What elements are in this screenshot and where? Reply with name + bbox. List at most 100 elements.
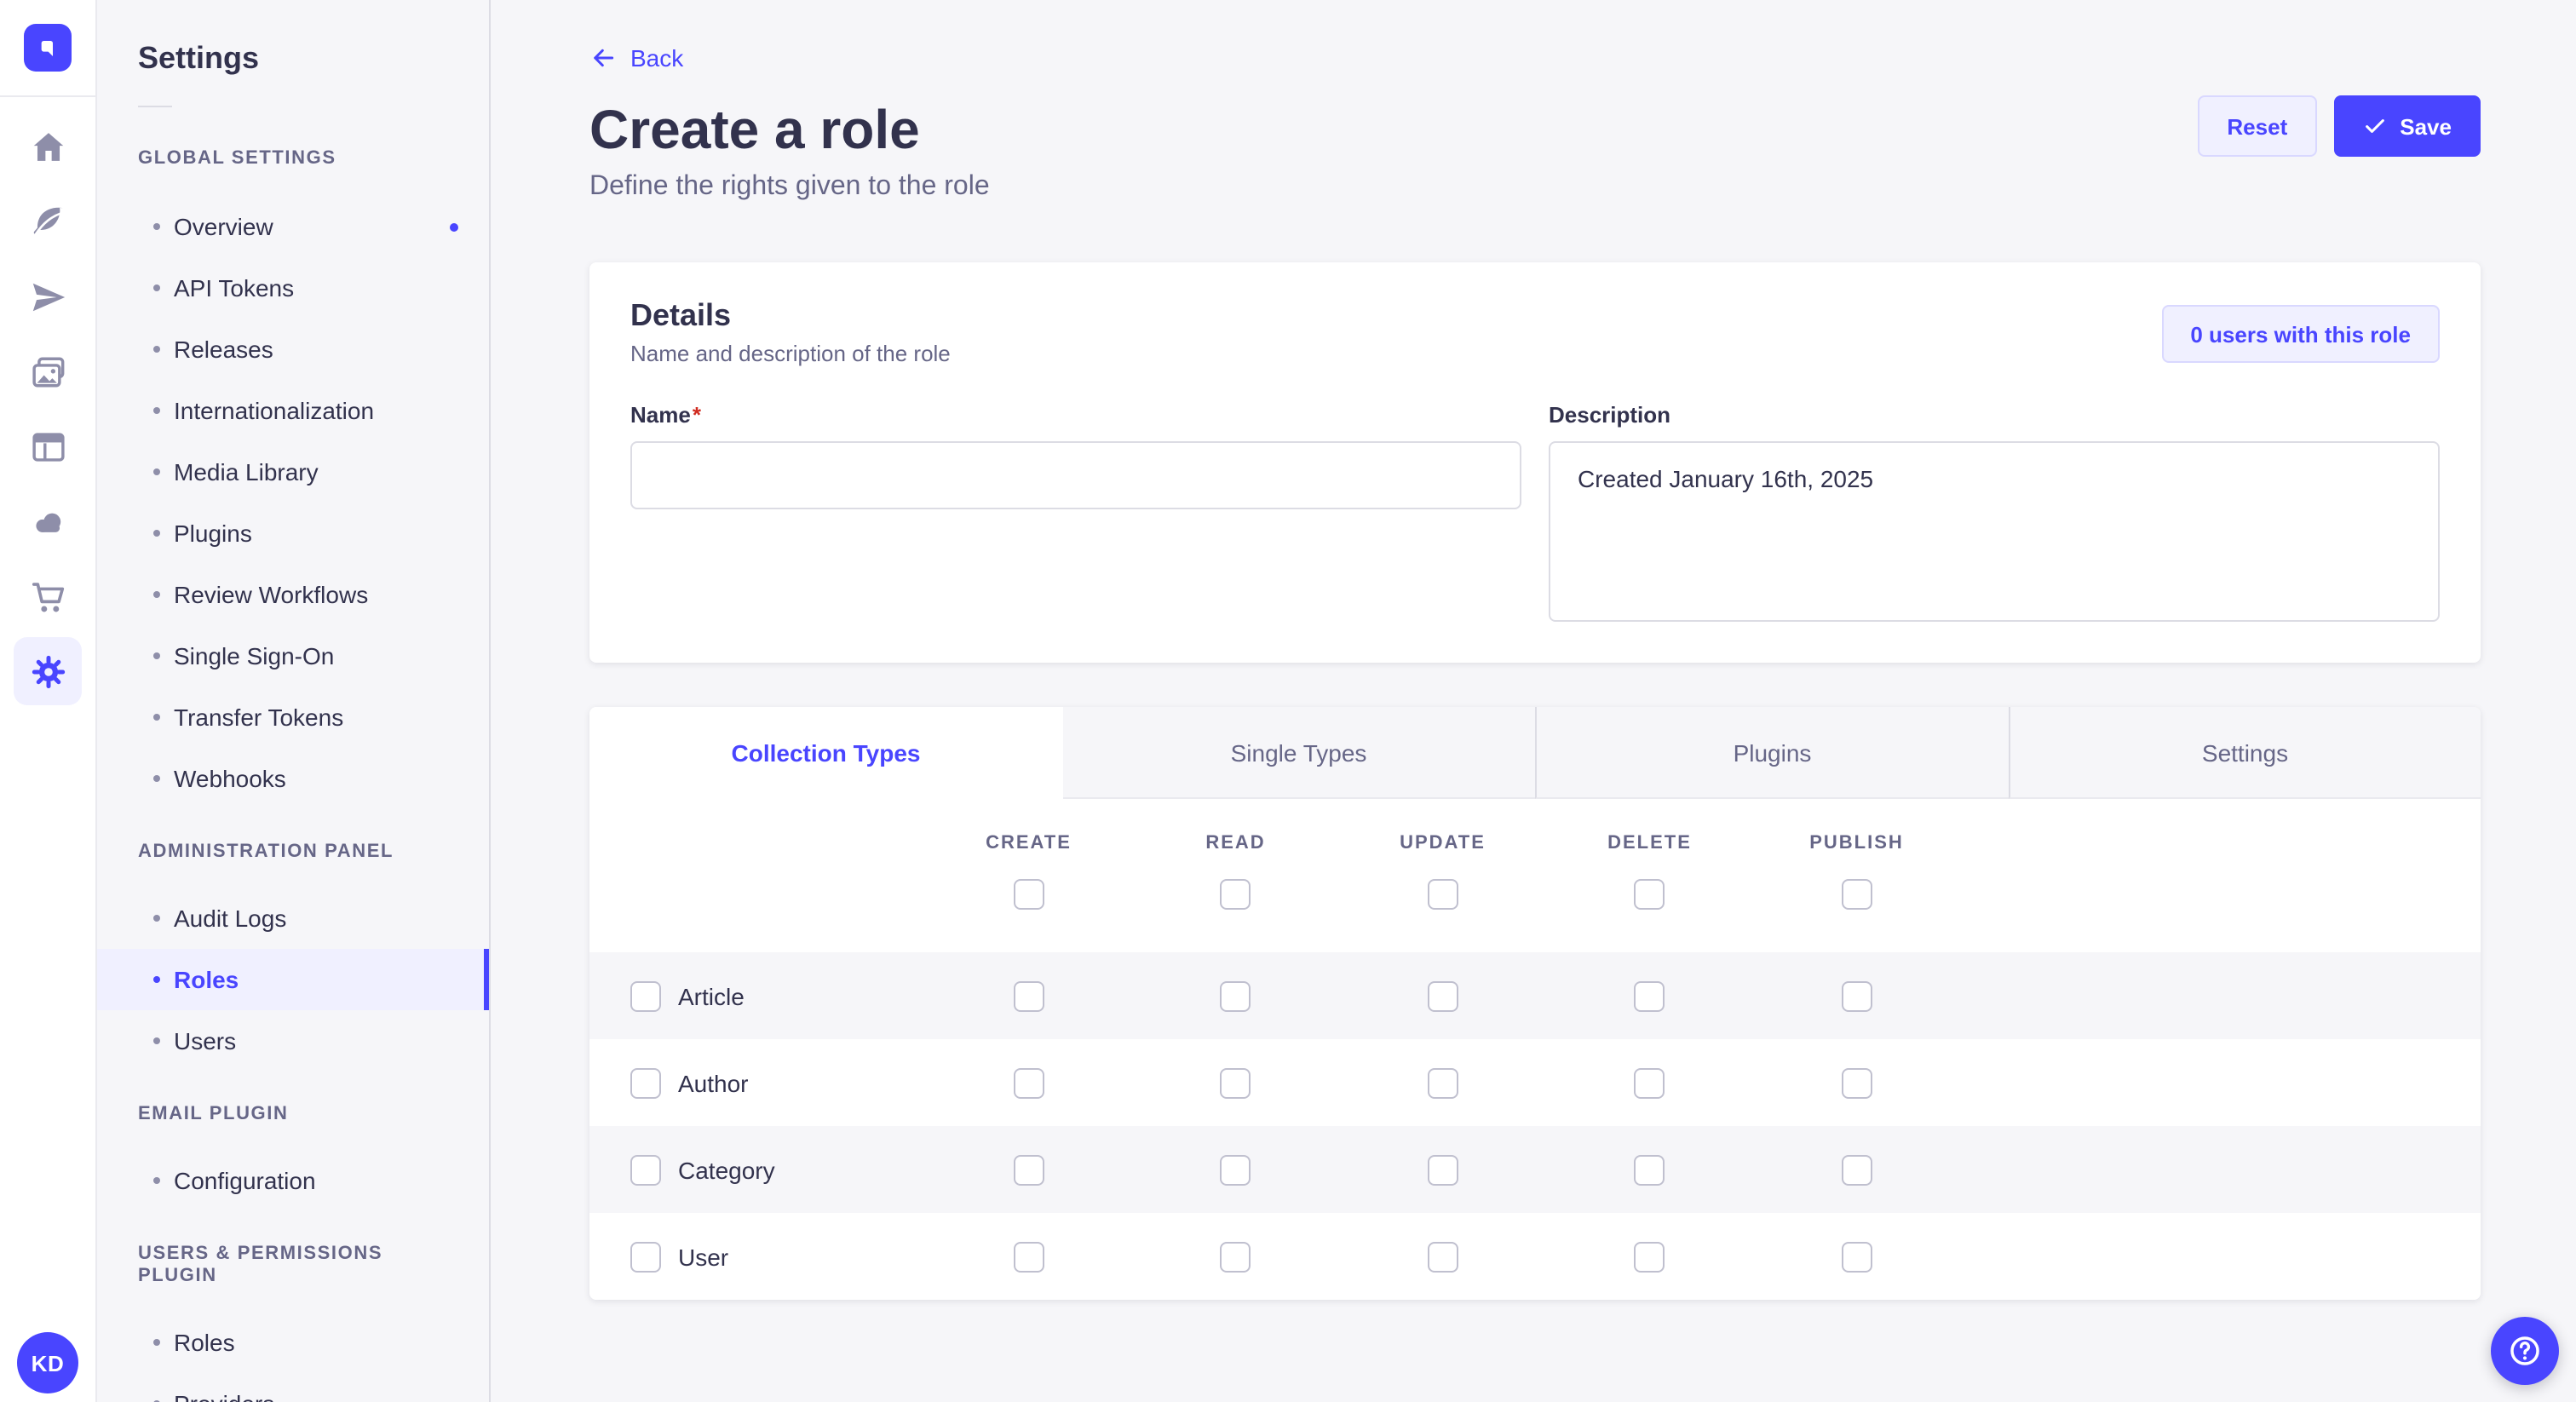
description-textarea[interactable]: Created January 16th, 2025 <box>1549 441 2440 622</box>
row-label: Category <box>678 1156 775 1183</box>
sidebar-item-single-sign-on[interactable]: Single Sign-On <box>97 625 489 687</box>
sidebar-item-roles-up[interactable]: Roles <box>97 1312 489 1373</box>
checkbox-all-update[interactable] <box>1427 879 1458 910</box>
section-administration-panel: ADMINISTRATION PANEL <box>138 842 394 862</box>
sidebar-item-label: Transfer Tokens <box>174 704 344 731</box>
checkbox-article-delete[interactable] <box>1634 980 1665 1011</box>
checkbox-all-delete[interactable] <box>1634 879 1665 910</box>
checkbox-author-create[interactable] <box>1013 1067 1044 1098</box>
settings-sidebar: Settings GLOBAL SETTINGS Overview API To… <box>97 0 491 1402</box>
strapi-logo[interactable] <box>24 24 72 72</box>
checkbox-all-read[interactable] <box>1220 879 1251 910</box>
column-header-update: UPDATE <box>1400 833 1486 853</box>
rail-item-deploy[interactable] <box>10 259 85 334</box>
column-header-read: READ <box>1205 833 1266 853</box>
name-field-group: Name * <box>630 400 1521 509</box>
checkbox-user-publish[interactable] <box>1841 1241 1872 1272</box>
rail-item-marketplace[interactable] <box>10 559 85 634</box>
back-link[interactable]: Back <box>589 0 683 72</box>
checkbox-author-row[interactable] <box>630 1067 661 1098</box>
checkbox-author-update[interactable] <box>1427 1067 1458 1098</box>
section-email-plugin: EMAIL PLUGIN <box>138 1104 289 1124</box>
sidebar-item-label: Releases <box>174 336 273 363</box>
checkbox-category-create[interactable] <box>1013 1154 1044 1185</box>
feather-icon <box>32 206 62 235</box>
checkbox-category-update[interactable] <box>1427 1154 1458 1185</box>
details-title: Details <box>630 298 732 332</box>
sidebar-item-plugins[interactable]: Plugins <box>97 503 489 564</box>
checkbox-category-read[interactable] <box>1220 1154 1251 1185</box>
row-label: Author <box>678 1069 749 1096</box>
checkbox-author-delete[interactable] <box>1634 1067 1665 1098</box>
sidebar-item-media-library[interactable]: Media Library <box>97 441 489 503</box>
sidebar-item-label: Audit Logs <box>174 905 287 932</box>
tab-settings[interactable]: Settings <box>2008 707 2481 799</box>
checkbox-category-publish[interactable] <box>1841 1154 1872 1185</box>
strapi-logo-icon <box>41 41 53 56</box>
help-button[interactable] <box>2491 1317 2559 1385</box>
checkbox-article-read[interactable] <box>1220 980 1251 1011</box>
checkbox-category-delete[interactable] <box>1634 1154 1665 1185</box>
sidebar-item-audit-logs[interactable]: Audit Logs <box>97 888 489 949</box>
column-header-create: CREATE <box>986 833 1072 853</box>
sidebar-item-label: Users <box>174 1027 237 1054</box>
sidebar-item-providers[interactable]: Providers <box>97 1373 489 1402</box>
checkbox-user-read[interactable] <box>1220 1241 1251 1272</box>
checkbox-user-row[interactable] <box>630 1241 661 1272</box>
checkbox-category-row[interactable] <box>630 1154 661 1185</box>
checkbox-user-update[interactable] <box>1427 1241 1458 1272</box>
description-label: Description <box>1549 402 1671 428</box>
sidebar-item-transfer-tokens[interactable]: Transfer Tokens <box>97 687 489 748</box>
rail-item-settings[interactable] <box>14 637 82 705</box>
reset-button[interactable]: Reset <box>2198 95 2317 157</box>
sidebar-item-label: Single Sign-On <box>174 642 335 669</box>
checkbox-author-publish[interactable] <box>1841 1067 1872 1098</box>
sidebar-item-label: Media Library <box>174 458 319 486</box>
checkbox-article-row[interactable] <box>630 980 661 1011</box>
users-with-role-button[interactable]: 0 users with this role <box>2161 305 2440 363</box>
checkbox-article-update[interactable] <box>1427 980 1458 1011</box>
sidebar-item-webhooks[interactable]: Webhooks <box>97 748 489 809</box>
sidebar-item-releases[interactable]: Releases <box>97 319 489 380</box>
checkbox-all-create[interactable] <box>1013 879 1044 910</box>
cloud-icon <box>35 512 60 531</box>
tab-collection-types[interactable]: Collection Types <box>589 707 1062 799</box>
permissions-tabs: Collection Types Single Types Plugins Se… <box>589 707 2481 799</box>
rail-item-content[interactable] <box>10 184 85 259</box>
rail-item-media-library[interactable] <box>10 334 85 409</box>
bullet-icon <box>153 591 160 598</box>
bullet-icon <box>153 1177 160 1184</box>
checkbox-user-delete[interactable] <box>1634 1241 1665 1272</box>
checkbox-all-publish[interactable] <box>1841 879 1872 910</box>
bullet-icon <box>153 468 160 475</box>
name-input[interactable] <box>630 441 1521 509</box>
header-actions: Reset Save <box>2198 95 2481 157</box>
sidebar-item-configuration[interactable]: Configuration <box>97 1150 489 1211</box>
sidebar-item-review-workflows[interactable]: Review Workflows <box>97 564 489 625</box>
sidebar-item-roles-admin[interactable]: Roles <box>97 949 489 1010</box>
gear-icon <box>31 654 65 688</box>
checkbox-article-create[interactable] <box>1013 980 1044 1011</box>
sidebar-divider <box>138 106 172 107</box>
checkbox-article-publish[interactable] <box>1841 980 1872 1011</box>
rail-item-cloud[interactable] <box>10 484 85 559</box>
layout-icon <box>32 432 64 461</box>
sidebar-item-internationalization[interactable]: Internationalization <box>97 380 489 441</box>
checkbox-user-create[interactable] <box>1013 1241 1044 1272</box>
sidebar-item-users[interactable]: Users <box>97 1010 489 1072</box>
sidebar-item-overview[interactable]: Overview <box>97 196 489 257</box>
checkbox-author-read[interactable] <box>1220 1067 1251 1098</box>
tab-single-types[interactable]: Single Types <box>1062 707 1535 799</box>
page-title: Create a role <box>589 99 920 160</box>
rail-item-home[interactable] <box>10 109 85 184</box>
sidebar-item-label: Providers <box>174 1390 274 1402</box>
save-button[interactable]: Save <box>2333 95 2481 157</box>
sidebar-item-api-tokens[interactable]: API Tokens <box>97 257 489 319</box>
rail-item-content-type-builder[interactable] <box>10 409 85 484</box>
details-heading: Details Name and description of the role <box>630 296 951 366</box>
tab-plugins[interactable]: Plugins <box>1535 707 2008 799</box>
section-global-settings: GLOBAL SETTINGS <box>138 148 336 169</box>
sidebar-item-label: Review Workflows <box>174 581 369 608</box>
user-avatar[interactable]: KD <box>17 1332 78 1393</box>
sidebar-item-label: Overview <box>174 213 273 240</box>
